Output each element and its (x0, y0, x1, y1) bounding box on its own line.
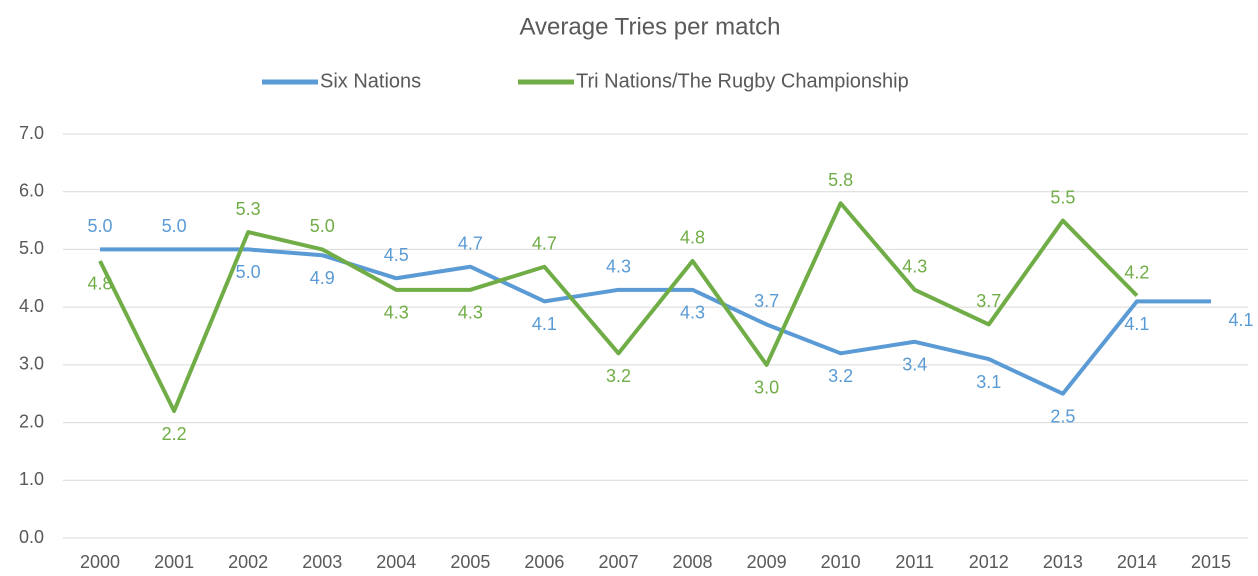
data-label: 3.0 (754, 378, 779, 398)
data-label: 4.1 (532, 314, 557, 334)
data-label: 5.5 (1050, 187, 1075, 207)
data-label: 4.8 (680, 228, 705, 248)
data-label: 2.2 (162, 424, 187, 444)
y-tick-label: 0.0 (19, 527, 44, 547)
legend-label: Tri Nations/The Rugby Championship (576, 70, 909, 92)
data-label: 5.0 (88, 216, 113, 236)
y-tick-label: 3.0 (19, 354, 44, 374)
x-tick-label: 2015 (1191, 552, 1231, 572)
data-label: 3.1 (976, 372, 1001, 392)
x-tick-label: 2003 (302, 552, 342, 572)
x-tick-label: 2008 (673, 552, 713, 572)
data-label: 3.2 (828, 366, 853, 386)
data-label: 4.3 (902, 257, 927, 277)
data-label: 4.7 (532, 233, 557, 253)
data-label: 4.3 (680, 303, 705, 323)
x-tick-label: 2007 (598, 552, 638, 572)
data-label: 5.8 (828, 170, 853, 190)
y-tick-label: 6.0 (19, 180, 44, 200)
data-label: 3.7 (976, 291, 1001, 311)
data-label: 4.7 (458, 233, 483, 253)
y-tick-label: 4.0 (19, 296, 44, 316)
data-label: 4.1 (1124, 314, 1149, 334)
data-label: 4.1 (1228, 310, 1253, 330)
x-tick-label: 2013 (1043, 552, 1083, 572)
x-tick-label: 2009 (747, 552, 787, 572)
legend-label: Six Nations (320, 70, 421, 92)
data-label: 3.2 (606, 366, 631, 386)
x-tick-label: 2002 (228, 552, 268, 572)
data-label: 3.7 (754, 291, 779, 311)
x-tick-label: 2012 (969, 552, 1009, 572)
data-label: 4.9 (310, 268, 335, 288)
series-line (100, 247, 1211, 396)
data-label: 5.0 (236, 262, 261, 282)
data-label: 4.3 (458, 303, 483, 323)
chart-title: Average Tries per match (519, 13, 780, 40)
data-label: 5.0 (310, 216, 335, 236)
y-tick-label: 5.0 (19, 238, 44, 258)
x-tick-label: 2005 (450, 552, 490, 572)
x-tick-label: 2006 (524, 552, 564, 572)
x-tick-label: 2004 (376, 552, 416, 572)
data-label: 4.3 (606, 257, 631, 277)
data-label: 4.2 (1124, 262, 1149, 282)
data-label: 3.4 (902, 355, 927, 375)
x-tick-label: 2010 (821, 552, 861, 572)
data-label: 2.5 (1050, 406, 1075, 426)
series-line (98, 201, 1139, 414)
data-label: 4.3 (384, 303, 409, 323)
data-label: 5.0 (162, 216, 187, 236)
data-label: 4.8 (88, 274, 113, 294)
x-tick-label: 2011 (895, 552, 934, 572)
x-tick-label: 2014 (1117, 552, 1157, 572)
data-label: 4.5 (384, 245, 409, 265)
y-tick-label: 1.0 (19, 469, 44, 489)
y-tick-label: 2.0 (19, 411, 44, 431)
x-tick-label: 2001 (154, 552, 194, 572)
data-label: 5.3 (236, 199, 261, 219)
x-tick-label: 2000 (80, 552, 120, 572)
y-tick-label: 7.0 (19, 123, 44, 143)
